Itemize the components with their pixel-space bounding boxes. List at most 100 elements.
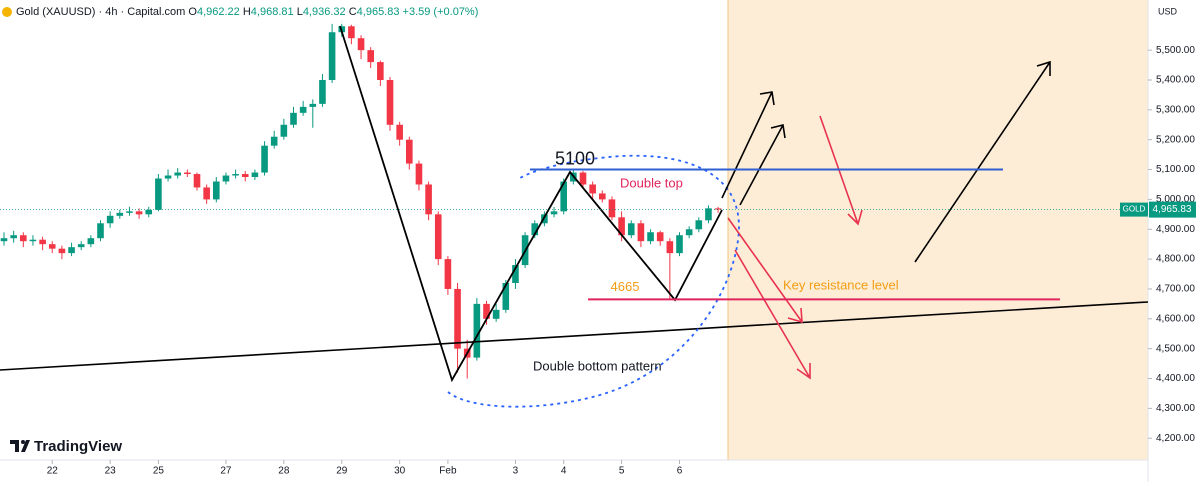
candle-body [145, 209, 153, 215]
candle-body [386, 80, 394, 125]
candle-body [29, 239, 37, 242]
x-tick-label: 28 [278, 466, 290, 477]
double-bottom-label: Double bottom pattern [533, 358, 662, 373]
candle-body [531, 223, 539, 236]
candle-body [492, 309, 500, 319]
ohlc-value: 4,965.83 [357, 6, 400, 18]
candle-body [155, 178, 162, 210]
candle-body [126, 211, 133, 213]
candle-body [357, 38, 365, 51]
candle-body [280, 124, 288, 137]
candle-body [77, 244, 85, 248]
brand-icon-dot [21, 440, 25, 444]
candle-body [618, 217, 625, 236]
candle-body [116, 212, 124, 216]
arrow-down [734, 249, 811, 380]
candle-body [174, 172, 181, 176]
candle-body [589, 184, 596, 194]
candle-body [685, 229, 693, 236]
ohlc-key: C [349, 6, 357, 18]
y-tick-label: 5,300.00 [1156, 104, 1195, 115]
trend-line [0, 301, 1149, 371]
arrow-up [914, 60, 1051, 263]
candle-body [705, 208, 712, 221]
y-tick-label: 4,900.00 [1156, 224, 1195, 235]
ohlc-key: L [297, 6, 303, 18]
candle-body [106, 215, 114, 224]
symbol-tag [1120, 202, 1148, 217]
candle-body [251, 172, 259, 178]
candle-body [406, 139, 413, 164]
candle-body [579, 172, 587, 185]
candle-body [135, 211, 143, 215]
x-tick-label: 29 [336, 466, 348, 477]
candle-body [599, 193, 606, 200]
candle-body [502, 282, 510, 310]
ohlc-value: 4,962.22 [197, 6, 240, 18]
candle-body [550, 211, 558, 215]
candle-body [676, 235, 683, 254]
x-tick-label: Feb [439, 466, 457, 477]
arrow-up [739, 124, 786, 206]
candle-body [290, 112, 297, 125]
y-tick-label: 5,000.00 [1156, 194, 1195, 205]
currency: USD [1158, 6, 1178, 16]
y-tick-label: 4,300.00 [1156, 403, 1195, 414]
y-tick-label: 4,200.00 [1156, 433, 1195, 444]
drawings [0, 25, 1149, 408]
candle-body [68, 247, 75, 254]
x-tick-label: 23 [105, 466, 117, 477]
symbol: Gold (XAUUSD) · 4h · Capital.com [16, 6, 185, 18]
candle-body [309, 103, 317, 107]
symbol-icon [2, 7, 12, 17]
candle-body [184, 172, 191, 175]
double-top-label: Double top [620, 175, 683, 190]
candle-body [348, 26, 355, 39]
candle-body [48, 244, 56, 249]
candle-body [666, 241, 674, 254]
candle-body [473, 303, 481, 358]
candle-body [39, 239, 46, 245]
brand-icon [10, 440, 30, 452]
y-tick-label: 4,600.00 [1156, 313, 1195, 324]
x-tick-label: 30 [394, 466, 406, 477]
candle-body [270, 136, 278, 146]
candle-body [512, 265, 519, 283]
arrow-up [721, 91, 775, 199]
candle-body [0, 238, 8, 242]
y-tick-label: 5,200.00 [1156, 134, 1195, 145]
y-tick-label: 5,100.00 [1156, 164, 1195, 175]
candle-body [58, 248, 66, 254]
ohlc-value: 4,968.81 [251, 6, 294, 18]
price-path [339, 25, 723, 383]
candle-body [97, 223, 104, 239]
candle-body [319, 80, 326, 104]
x-tick-label: 4 [561, 466, 567, 477]
candle-body [213, 181, 220, 200]
candle-body [87, 238, 95, 245]
candle-body [222, 175, 230, 182]
x-tick-label: 22 [47, 466, 59, 477]
x-tick-label: 25 [153, 466, 165, 477]
ohlc-value: 4,936.32 [303, 6, 346, 18]
candle-body [695, 220, 703, 230]
candle-body [627, 223, 635, 236]
candle-body [425, 184, 432, 215]
y-tick-label: 4,700.00 [1156, 284, 1195, 295]
price-tag-label: 4,965.83 [1153, 204, 1192, 215]
forecast-zone [728, 0, 1148, 460]
ohlc-key: H [243, 6, 251, 18]
y-tick-label: 4,400.00 [1156, 373, 1195, 384]
brand-logo: TradingView [10, 438, 122, 455]
candle-body [328, 32, 336, 80]
ohlc-key: O [188, 6, 197, 18]
y-tick-label: 4,500.00 [1156, 343, 1195, 354]
candle-body [483, 303, 490, 319]
key-resistance-label: Key resistance level [783, 277, 899, 292]
candle-body [560, 181, 567, 212]
y-tick-label: 5,400.00 [1156, 75, 1195, 86]
change: +3.59 (+0.07%) [403, 6, 479, 18]
y-tick-label: 4,800.00 [1156, 254, 1195, 265]
candle-body [714, 208, 722, 210]
